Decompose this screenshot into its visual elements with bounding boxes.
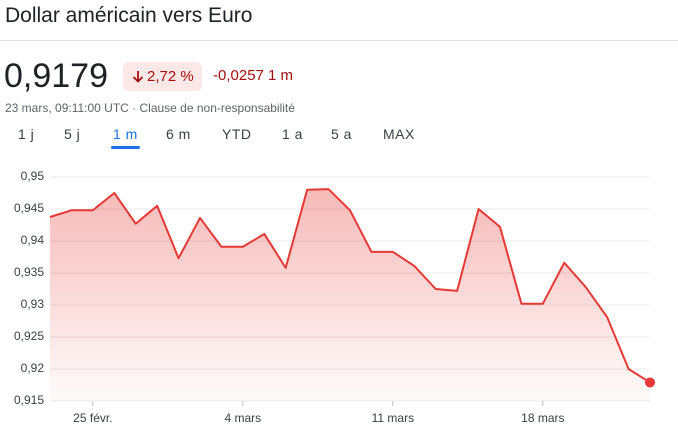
- timestamp: 23 mars, 09:11:00 UTC · Clause de non-re…: [5, 101, 295, 115]
- y-tick-label: 0,945: [14, 201, 44, 215]
- range-tab[interactable]: 1 a: [282, 126, 303, 142]
- x-tick-label: 11 mars: [372, 411, 414, 425]
- y-tick-label: 0,92: [21, 361, 45, 375]
- y-tick-label: 0,95: [21, 169, 45, 183]
- down-arrow: [132, 71, 144, 83]
- change-pct: 2,72 %: [147, 68, 194, 85]
- change: -0,0257 1 m: [213, 67, 293, 84]
- range-tab[interactable]: YTD: [222, 126, 252, 142]
- tab-label: MAX: [383, 126, 415, 142]
- y-tick-label: 0,935: [14, 265, 44, 279]
- y-tick-label: 0,925: [14, 329, 44, 343]
- y-tick-label: 0,93: [21, 297, 45, 311]
- range-tab[interactable]: 1 m: [111, 126, 140, 149]
- period: 1 m: [268, 67, 294, 84]
- tab-label: 5 j: [64, 126, 81, 142]
- last-point: [645, 377, 655, 388]
- range-tab[interactable]: 5 a: [331, 126, 352, 142]
- change-abs: -0,0257: [213, 67, 264, 84]
- range-tab[interactable]: 5 j: [64, 126, 80, 142]
- x-tick-label: 4 mars: [225, 411, 262, 425]
- tab-label: 5 a: [331, 126, 352, 142]
- divider: [0, 40, 678, 41]
- range-tab[interactable]: 1 j: [18, 126, 34, 142]
- y-tick-label: 0,94: [21, 233, 45, 247]
- x-tick-label: 18 mars: [521, 411, 564, 425]
- tab-label: 1 a: [282, 126, 303, 142]
- tab-label: 1 m: [113, 126, 138, 142]
- area: [50, 189, 650, 401]
- range-tab[interactable]: 6 m: [166, 126, 191, 142]
- title: Dollar américain vers Euro: [5, 4, 253, 27]
- tab-label: 1 j: [18, 126, 35, 142]
- change-chip: 2,72 %: [123, 62, 202, 91]
- price: 0,9179: [4, 57, 108, 95]
- line: [49, 188, 651, 384]
- y-tick-label: 0,915: [14, 393, 44, 407]
- x-tick-label: 25 févr.: [73, 411, 112, 425]
- range-tab[interactable]: MAX: [383, 126, 415, 142]
- tab-label: YTD: [222, 126, 252, 142]
- tab-label: 6 m: [166, 126, 191, 142]
- tab-underline: [111, 146, 140, 149]
